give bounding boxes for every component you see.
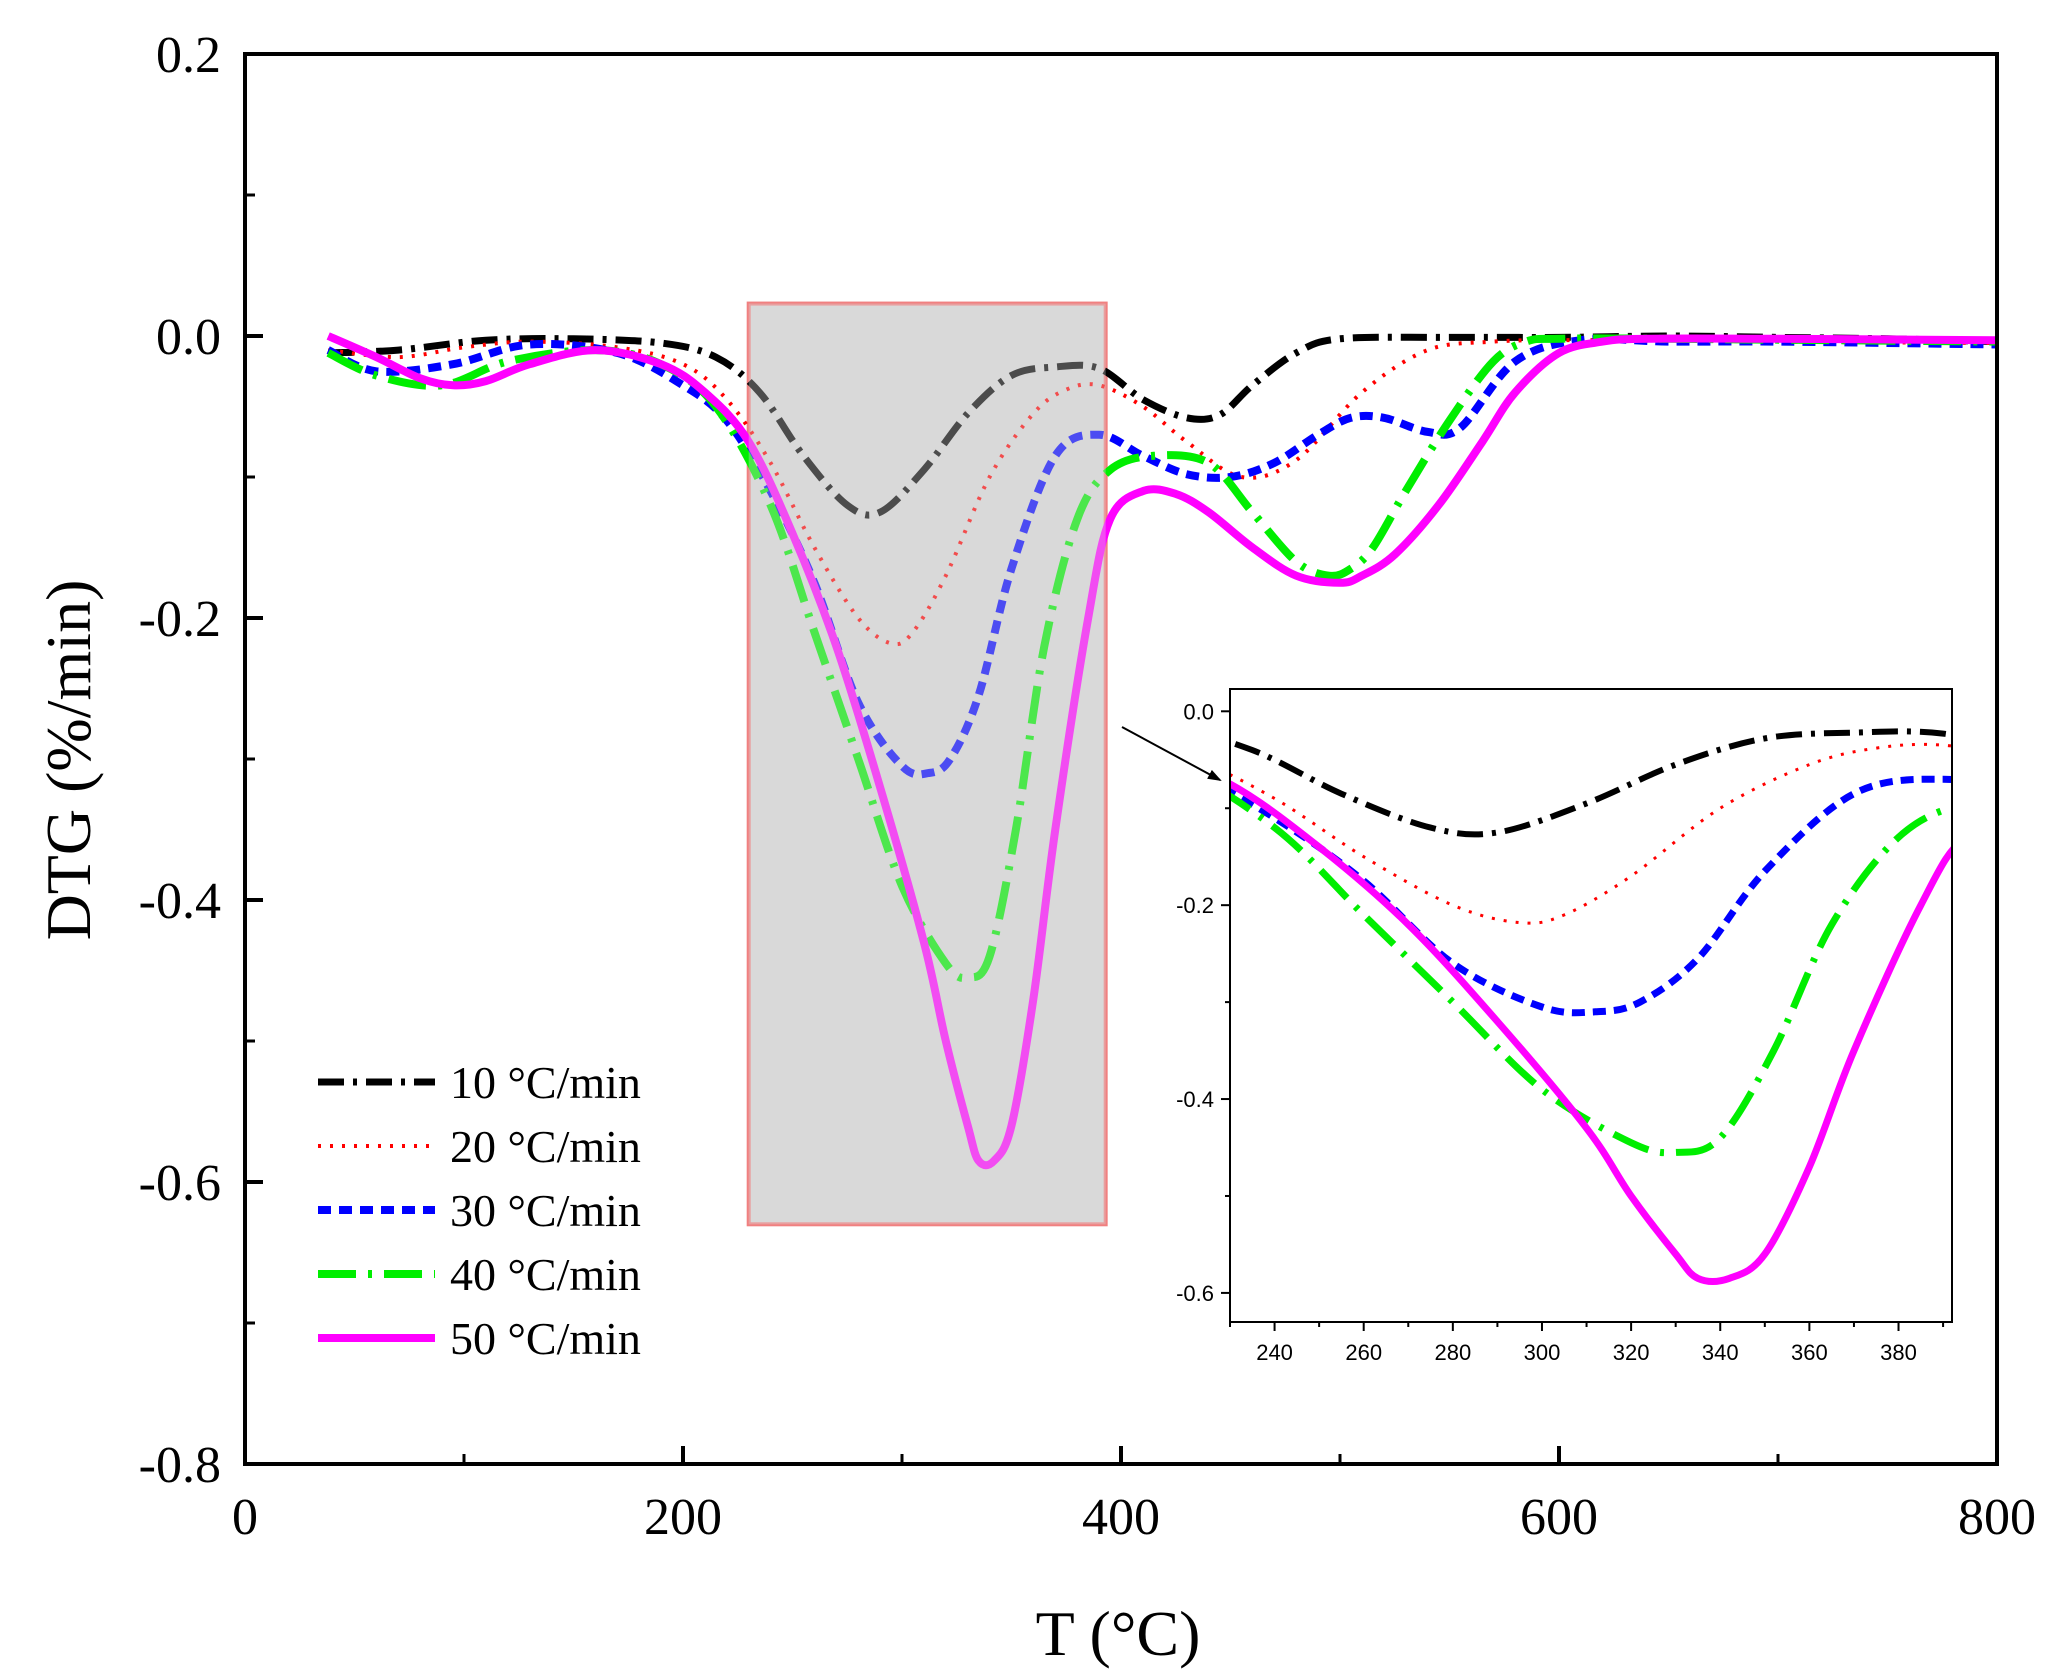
inset-plot: 240 260 280 300 320 340 360 380 0.0 -0.2 -0.4 -0.6 [1176, 688, 1953, 1365]
inset-series-line-1 [1230, 728, 1952, 838]
x-tick-label: 600 [1520, 1489, 1598, 1546]
x-tick-label: 0 [232, 1489, 258, 1546]
main-axes: 0 200 400 600 800 0.2 0.0 -0.2 -0.4 -0.6 -0.8 [139, 27, 2036, 1546]
y-tick-label: -0.6 [139, 1155, 221, 1212]
x-axis-label: T (°C) [1036, 1598, 1201, 1669]
series-line-2 [327, 338, 1997, 647]
inset-y-tick-label: -0.6 [1176, 1281, 1214, 1306]
inset-x-tick-label: 280 [1434, 1340, 1471, 1365]
inset-frame [1229, 688, 1953, 1323]
x-tick-label: 800 [1958, 1489, 2036, 1546]
inset-x-tick-label: 320 [1613, 1340, 1650, 1365]
legend-label-2: 20 °C/min [450, 1121, 641, 1172]
inset-x-tick-label: 340 [1702, 1340, 1739, 1365]
series-line-5 [326, 332, 1997, 1170]
y-tick-label: 0.0 [156, 309, 221, 366]
inset-series-line-5 [1230, 780, 1952, 1285]
inset-background [1230, 689, 1952, 1322]
inset-y-tick-label: 0.0 [1183, 699, 1214, 724]
inset-series [1230, 728, 1952, 1285]
y-tick-label: -0.4 [139, 873, 221, 930]
inset-x-tick-label: 260 [1345, 1340, 1382, 1365]
y-tick-label: -0.8 [139, 1437, 221, 1494]
inset-pointer-arrow [1121, 726, 1222, 781]
x-tick-label: 200 [644, 1489, 722, 1546]
legend: 10 °C/min 20 °C/min 30 °C/min 40 °C/min 50 °… [318, 1057, 641, 1364]
inset-x-tick-label: 380 [1880, 1340, 1917, 1365]
series-line-3 [326, 335, 1997, 779]
y-tick-label: 0.2 [156, 27, 221, 84]
y-tick-label: -0.2 [139, 591, 221, 648]
inset-y-tick-label: -0.2 [1176, 893, 1214, 918]
inset-x-tick-label: 300 [1524, 1340, 1561, 1365]
legend-label-4: 40 °C/min [450, 1249, 641, 1300]
inset-series-line-3 [1230, 775, 1952, 1017]
x-tick-label: 400 [1082, 1489, 1160, 1546]
inset-y-tick-label: -0.4 [1176, 1087, 1214, 1112]
series-line-1 [328, 332, 1997, 519]
main-plot-series [326, 332, 1997, 1170]
inset-x-tick-label: 360 [1791, 1340, 1828, 1365]
legend-label-1: 10 °C/min [450, 1057, 641, 1108]
legend-label-3: 30 °C/min [450, 1185, 641, 1236]
y-axis-label: DTG (%/min) [33, 580, 104, 941]
highlight-overlay [748, 303, 1106, 1225]
legend-label-5: 50 °C/min [450, 1313, 641, 1364]
inset-series-line-2 [1230, 742, 1952, 925]
inset-x-tick-label: 240 [1256, 1340, 1293, 1365]
